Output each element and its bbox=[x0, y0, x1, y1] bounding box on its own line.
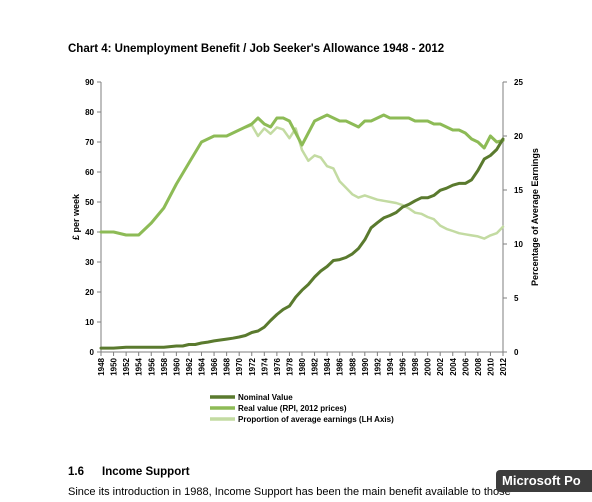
y-tick-label: 70 bbox=[85, 138, 94, 147]
y2-axis-label: Percentage of Average Earnings bbox=[530, 148, 540, 286]
chart-title: Chart 4: Unemployment Benefit / Job Seek… bbox=[68, 43, 445, 55]
legend-label-3: Proportion of average earnings (LH Axis) bbox=[238, 415, 394, 424]
x-tick-label: 1970 bbox=[235, 357, 244, 375]
legend-label-1: Nominal Value bbox=[238, 393, 293, 402]
x-tick-label: 1998 bbox=[411, 357, 420, 375]
series-line-3 bbox=[244, 123, 505, 240]
chart-series bbox=[99, 113, 505, 350]
section-title: Income Support bbox=[102, 466, 190, 478]
section-heading: 1.6 Income Support bbox=[68, 466, 190, 478]
y-tick-label: 10 bbox=[85, 318, 94, 327]
x-tick-label: 1988 bbox=[348, 357, 357, 375]
y2-tick-label: 15 bbox=[514, 186, 523, 195]
x-tick-label: 1984 bbox=[323, 357, 332, 375]
y-tick-label: 90 bbox=[85, 78, 94, 87]
x-tick-label: 1954 bbox=[135, 357, 144, 375]
x-tick-label: 1956 bbox=[147, 357, 156, 375]
y2-tick-label: 20 bbox=[514, 132, 523, 141]
x-tick-label: 1982 bbox=[311, 357, 320, 375]
x-tick-label: 1994 bbox=[386, 357, 395, 375]
y-axis-label: £ per week bbox=[71, 193, 81, 240]
y-tick-label: 80 bbox=[85, 108, 94, 117]
legend-label-2: Real value (RPI, 2012 prices) bbox=[238, 404, 347, 413]
chart-legend: Nominal Value Real value (RPI, 2012 price… bbox=[210, 393, 394, 424]
x-tick-label: 1972 bbox=[248, 357, 257, 375]
y-tick-label: 0 bbox=[90, 348, 95, 357]
y-tick-label: 60 bbox=[85, 168, 94, 177]
x-tick-label: 1964 bbox=[198, 357, 207, 375]
y2-tick-label: 0 bbox=[514, 348, 519, 357]
section-number: 1.6 bbox=[68, 466, 84, 478]
y2-tick-label: 25 bbox=[514, 78, 523, 87]
body-paragraph: Since its introduction in 1988, Income S… bbox=[68, 486, 511, 498]
x-tick-label: 1962 bbox=[185, 357, 194, 375]
series-line-1 bbox=[99, 137, 505, 350]
x-tick-label: 2010 bbox=[486, 357, 495, 375]
x-tick-label: 2000 bbox=[424, 357, 433, 375]
series-line-2 bbox=[99, 113, 505, 237]
y-tick-label: 30 bbox=[85, 258, 94, 267]
x-tick-label: 1960 bbox=[172, 357, 181, 375]
x-tick-label: 1958 bbox=[160, 357, 169, 375]
x-tick-label: 1952 bbox=[122, 357, 131, 375]
y-tick-label: 50 bbox=[85, 198, 94, 207]
x-tick-label: 1950 bbox=[110, 357, 119, 375]
y2-tick-label: 10 bbox=[514, 240, 523, 249]
x-tick-label: 2008 bbox=[474, 357, 483, 375]
y2-tick-label: 5 bbox=[514, 294, 519, 303]
y-tick-label: 40 bbox=[85, 228, 94, 237]
x-tick-label: 1996 bbox=[399, 357, 408, 375]
y-tick-label: 20 bbox=[85, 288, 94, 297]
x-tick-label: 1992 bbox=[373, 357, 382, 375]
x-tick-label: 1966 bbox=[210, 357, 219, 375]
x-tick-label: 1976 bbox=[273, 357, 282, 375]
x-tick-label: 1990 bbox=[361, 357, 370, 375]
taskbar-tooltip[interactable]: Microsoft Po bbox=[496, 470, 592, 492]
x-tick-label: 1986 bbox=[336, 357, 345, 375]
x-tick-label: 2006 bbox=[461, 357, 470, 375]
x-tick-label: 1980 bbox=[298, 357, 307, 375]
x-tick-label: 2012 bbox=[499, 357, 508, 375]
x-tick-label: 1978 bbox=[285, 357, 294, 375]
x-tick-label: 1948 bbox=[97, 357, 106, 375]
x-tick-label: 2002 bbox=[436, 357, 445, 375]
x-tick-label: 1974 bbox=[260, 357, 269, 375]
x-tick-label: 2004 bbox=[449, 357, 458, 375]
x-tick-label: 1968 bbox=[223, 357, 232, 375]
